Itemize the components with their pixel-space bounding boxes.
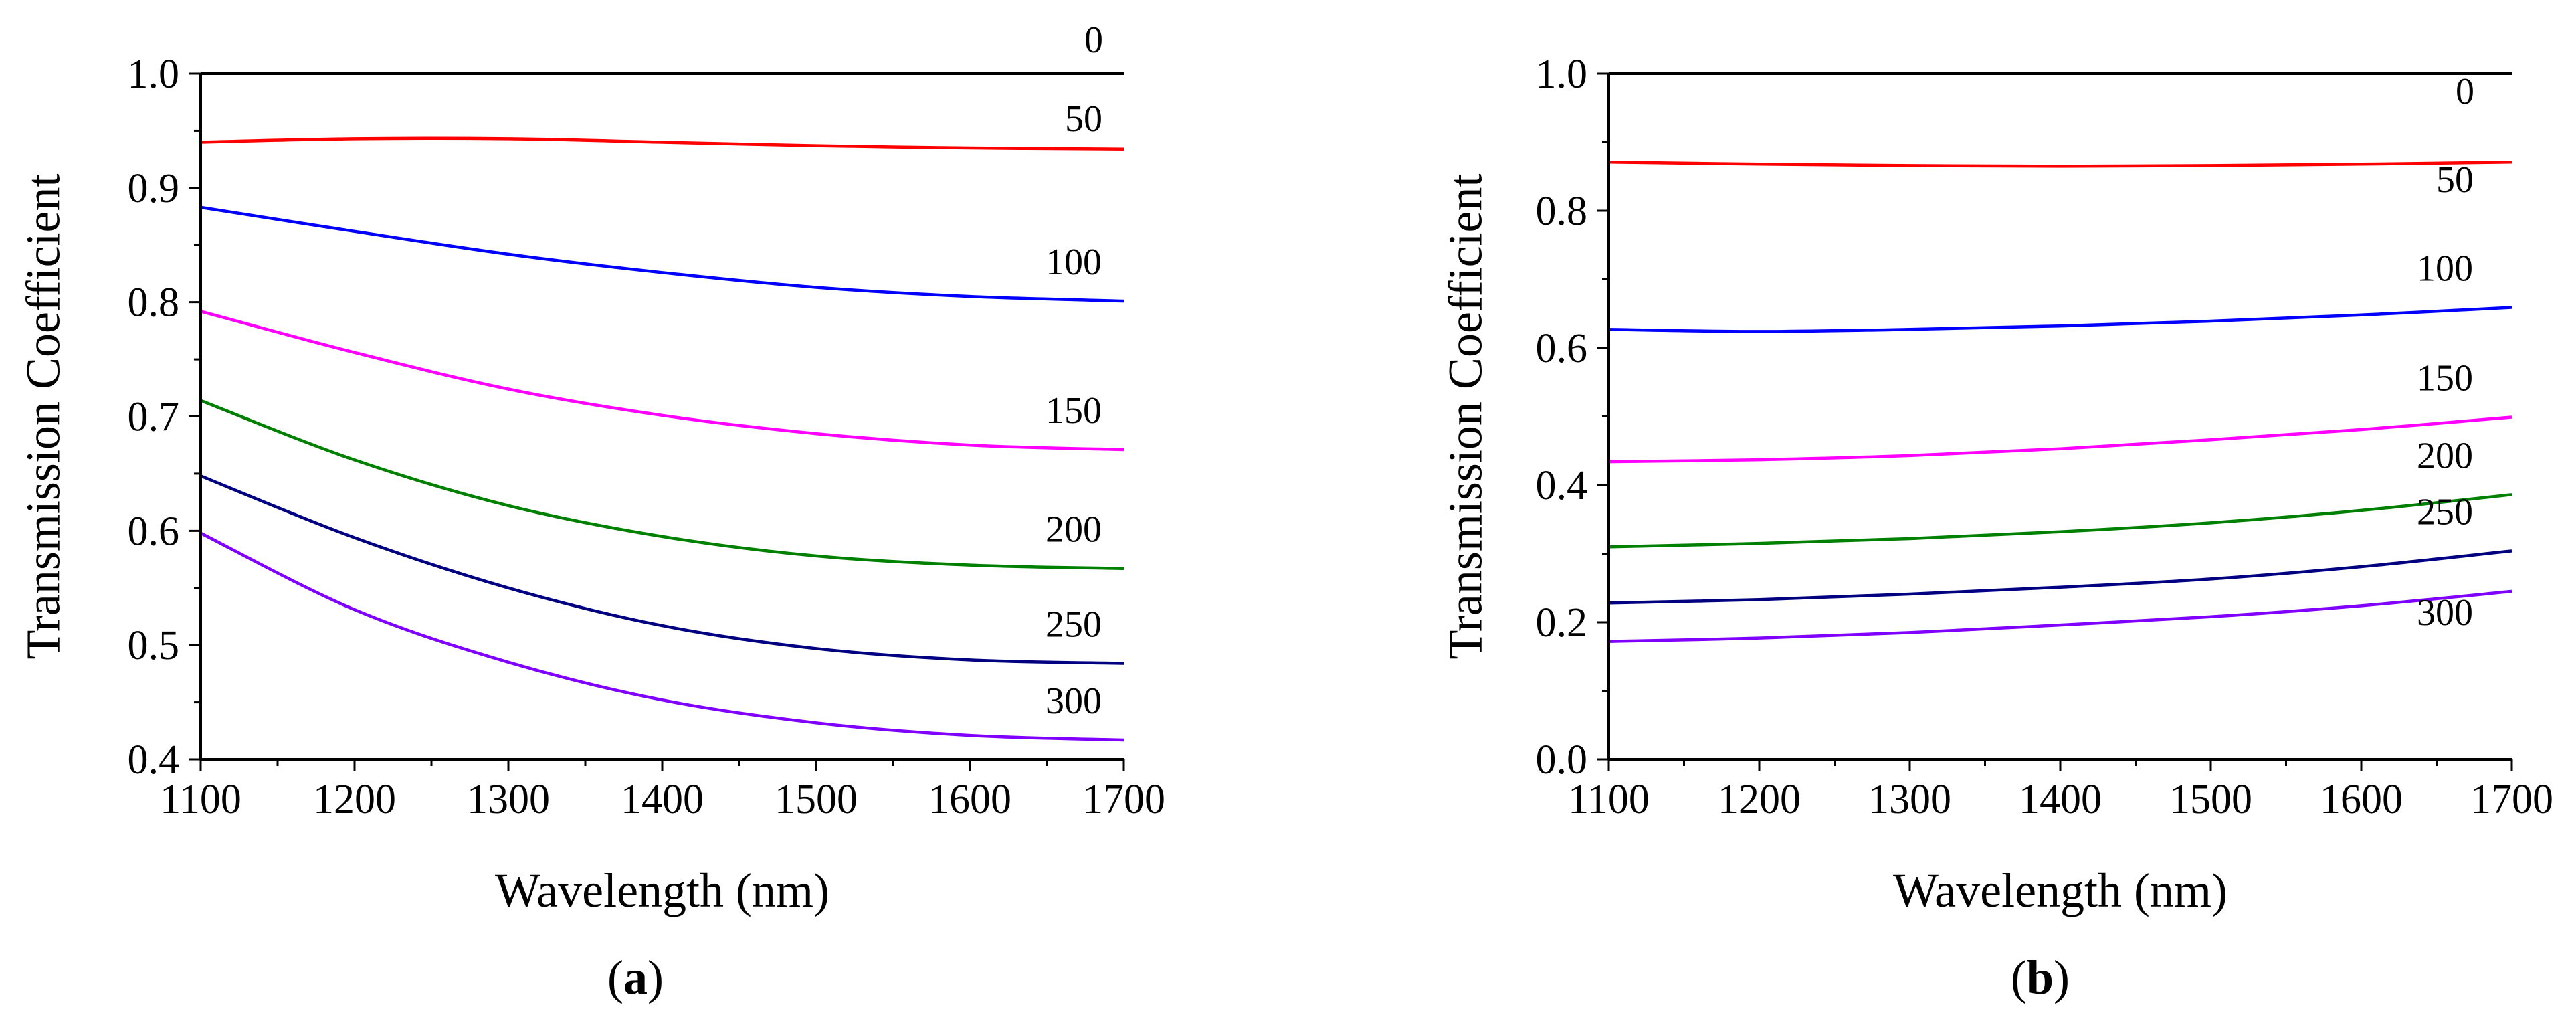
x-tick-label: 1300 [1868, 777, 1951, 822]
y-tick-label: 1.0 [1536, 52, 1588, 97]
y-tick-label: 0.8 [128, 280, 180, 326]
y-tick-label: 1.0 [128, 52, 180, 97]
panel-label: (b) [2011, 951, 2070, 1004]
y-axis-title: Transmission Coefficient [1439, 173, 1492, 659]
x-tick-label: 1100 [1568, 777, 1650, 822]
series-line-250 [1608, 549, 2512, 605]
series-line-150 [200, 310, 1124, 452]
series-line-50 [200, 136, 1124, 151]
x-axis-title: Wavelength (nm) [495, 864, 829, 917]
x-tick-label: 1400 [621, 777, 704, 822]
y-tick-label: 0.9 [128, 166, 180, 211]
series-line-100 [200, 205, 1124, 303]
x-tick-label: 1600 [2320, 777, 2403, 822]
curve-label-100: 100 [1046, 242, 1102, 283]
curve-label-250: 250 [1046, 604, 1102, 646]
curve-label-150: 150 [2417, 358, 2473, 399]
curve-label-250: 250 [2417, 491, 2473, 533]
x-tick-label: 1700 [2470, 777, 2553, 822]
series-line-50 [1608, 160, 2512, 168]
series-line-100 [1608, 306, 2512, 333]
curve-label-300: 300 [2417, 592, 2473, 634]
panel-label: (a) [607, 951, 664, 1004]
y-tick-label: 0.5 [128, 623, 180, 668]
x-tick-label: 1700 [1082, 777, 1165, 822]
x-tick-label: 1200 [313, 777, 396, 822]
y-tick-label: 0.0 [1536, 737, 1588, 783]
curve-label-100: 100 [2417, 248, 2473, 290]
x-tick-label: 1500 [775, 777, 858, 822]
y-tick-label: 0.2 [1536, 600, 1588, 646]
panel-b: 1100 1200 1300 1400 1500 1600 17000.00.20.40.6… [1439, 52, 2553, 1004]
y-tick-label: 0.6 [1536, 326, 1588, 371]
curve-label-50: 50 [1065, 98, 1102, 140]
y-tick-label: 0.4 [128, 737, 180, 783]
y-axis-title: Transmission Coefficient [17, 173, 70, 659]
series-line-200 [1608, 493, 2512, 549]
curve-label-300: 300 [1046, 680, 1102, 722]
curve-label-0: 0 [1084, 19, 1103, 61]
series-line-250 [200, 474, 1124, 665]
x-tick-label: 1100 [160, 777, 241, 822]
curve-label-200: 200 [1046, 509, 1102, 551]
y-tick-label: 0.6 [128, 508, 180, 554]
curve-label-0: 0 [2456, 71, 2474, 112]
curve-label-150: 150 [1046, 390, 1102, 432]
y-tick-label: 0.4 [1536, 463, 1588, 508]
x-tick-label: 1200 [1718, 777, 1801, 822]
x-tick-label: 1400 [2019, 777, 2102, 822]
panel-a: 1100 1200 1300 1400 1500 1600 17000.40.50.60.7… [17, 19, 1165, 1004]
curve-label-50: 50 [2436, 159, 2474, 201]
x-tick-label: 1500 [2169, 777, 2252, 822]
curve-label-200: 200 [2417, 435, 2473, 476]
x-axis-title: Wavelength (nm) [1893, 864, 2227, 917]
series-line-200 [200, 399, 1124, 570]
series-line-300 [1608, 589, 2512, 643]
x-tick-label: 1600 [928, 777, 1011, 822]
series-line-150 [1608, 415, 2512, 464]
y-tick-label: 0.8 [1536, 189, 1588, 234]
y-tick-label: 0.7 [128, 395, 180, 440]
series-line-300 [199, 531, 1124, 742]
x-tick-label: 1300 [467, 777, 550, 822]
